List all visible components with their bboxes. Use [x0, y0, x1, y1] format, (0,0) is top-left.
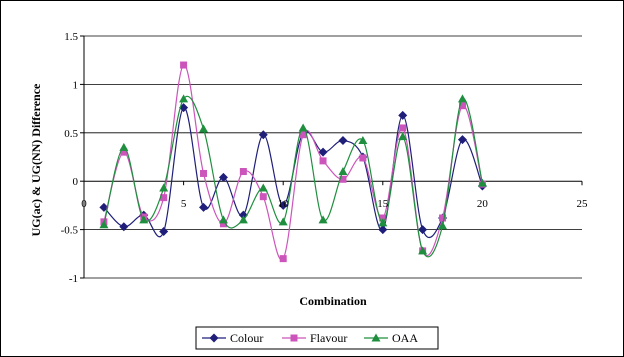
- x-tick-label: 25: [577, 198, 589, 210]
- legend: Colour Flavour OAA: [195, 326, 439, 350]
- data-point-flavour: [120, 148, 128, 156]
- data-point-colour: [418, 225, 428, 235]
- data-point-colour: [159, 227, 169, 237]
- data-point-oaa: [398, 132, 408, 141]
- data-point-flavour: [160, 194, 168, 202]
- y-tick-label: 1: [73, 79, 79, 91]
- y-tick-label: -0.5: [61, 225, 79, 237]
- legend-box: [195, 326, 439, 350]
- y-tick-label: -1: [69, 273, 78, 285]
- data-point-flavour: [399, 124, 407, 132]
- axes: [80, 35, 583, 279]
- data-point-oaa: [477, 178, 487, 187]
- data-point-oaa: [99, 220, 109, 229]
- data-point-flavour: [359, 154, 367, 162]
- data-point-oaa: [338, 167, 348, 176]
- data-point-colour: [218, 172, 228, 182]
- series-oaa: [99, 94, 487, 258]
- data-point-colour: [457, 135, 467, 145]
- y-axis-title: UG(ac) & UG(NN) Difference: [29, 83, 43, 236]
- data-point-flavour: [180, 61, 188, 69]
- legend-marker-colour: [209, 333, 219, 343]
- data-point-flavour: [379, 214, 387, 222]
- data-point-oaa: [159, 183, 169, 192]
- data-point-flavour: [239, 168, 247, 176]
- tick-labels: 1.5 1 0.5 0 -0.5 -1 0 5 10 15 20 25: [61, 31, 588, 285]
- data-point-colour: [119, 222, 129, 232]
- legend-marker-flavour: [290, 334, 298, 342]
- data-point-flavour: [219, 220, 227, 228]
- legend-label-colour: Colour: [230, 331, 263, 345]
- data-point-oaa: [318, 215, 328, 224]
- data-point-oaa: [378, 218, 388, 227]
- data-point-colour: [278, 200, 288, 210]
- data-point-oaa: [358, 136, 368, 145]
- data-point-oaa: [179, 94, 189, 103]
- data-point-oaa: [278, 217, 288, 226]
- data-point-colour: [378, 225, 388, 235]
- data-point-oaa: [238, 215, 248, 224]
- x-axis-title: Combination: [299, 294, 367, 308]
- y-tick-label: 0.5: [64, 128, 78, 140]
- data-point-flavour: [458, 102, 466, 110]
- data-point-colour: [398, 110, 408, 120]
- data-point-flavour: [339, 175, 347, 183]
- data-point-oaa: [199, 124, 209, 133]
- data-point-oaa: [438, 221, 448, 230]
- gridlines: [84, 35, 582, 279]
- data-point-oaa: [418, 246, 428, 255]
- legend-marker-oaa: [371, 333, 381, 342]
- data-point-oaa: [218, 215, 228, 224]
- data-point-colour: [318, 147, 328, 157]
- data-point-oaa: [258, 183, 268, 192]
- y-tick-label: 1.5: [64, 31, 78, 43]
- data-point-oaa: [119, 142, 129, 151]
- series-layer: [99, 61, 487, 263]
- data-point-colour: [258, 130, 268, 140]
- data-point-flavour: [439, 214, 447, 222]
- data-point-flavour: [279, 255, 287, 263]
- data-point-oaa: [457, 94, 467, 103]
- x-tick-label: 15: [377, 198, 389, 210]
- data-point-colour: [199, 202, 209, 212]
- y-tick-label: 0: [73, 176, 79, 188]
- x-tick-label: 0: [81, 198, 87, 210]
- x-tick-label: 20: [477, 198, 489, 210]
- data-point-flavour: [319, 157, 327, 165]
- legend-label-flavour: Flavour: [310, 331, 347, 345]
- data-point-oaa: [139, 215, 149, 224]
- data-point-oaa: [298, 123, 308, 132]
- series-flavour: [100, 61, 486, 263]
- x-tick-label: 10: [278, 198, 290, 210]
- data-point-flavour: [200, 169, 208, 177]
- x-tick-label: 5: [181, 198, 187, 210]
- data-point-flavour: [299, 131, 307, 139]
- legend-label-oaa: OAA: [392, 331, 418, 345]
- data-point-colour: [338, 136, 348, 146]
- data-point-flavour: [259, 193, 267, 201]
